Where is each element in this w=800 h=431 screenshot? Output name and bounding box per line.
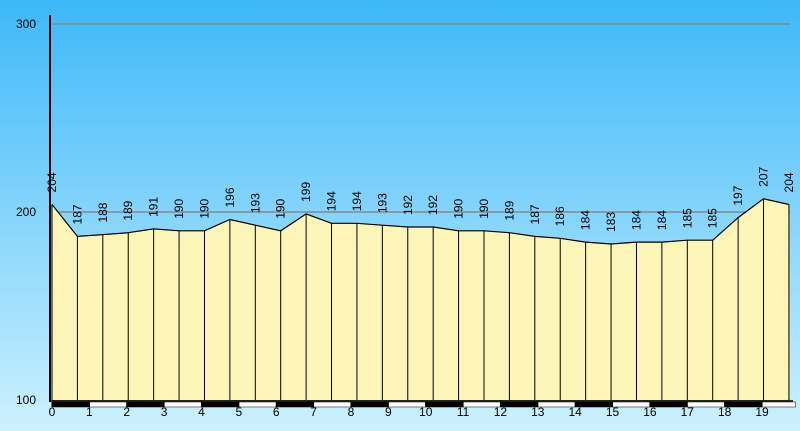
scale-bar bbox=[313, 401, 352, 408]
value-label: 186 bbox=[553, 206, 567, 226]
x-tick-label: 14 bbox=[569, 405, 583, 419]
value-label: 189 bbox=[502, 200, 516, 220]
x-tick-label: 16 bbox=[643, 405, 657, 419]
profile-line bbox=[51, 198, 790, 245]
x-tick-label: 13 bbox=[531, 405, 545, 419]
x-tick-label: 17 bbox=[681, 405, 695, 419]
y-tick-label: 100 bbox=[16, 393, 36, 407]
value-label: 190 bbox=[197, 198, 211, 218]
scale-bar bbox=[275, 401, 314, 408]
value-label: 194 bbox=[325, 191, 339, 211]
x-tick-label: 10 bbox=[419, 405, 433, 419]
x-tick-label: 6 bbox=[273, 405, 280, 419]
scale-bar bbox=[201, 401, 240, 408]
value-label: 191 bbox=[147, 197, 161, 217]
value-label: 197 bbox=[731, 185, 745, 205]
x-tick-label: 5 bbox=[236, 405, 243, 419]
value-label: 199 bbox=[299, 182, 313, 202]
x-tick-label: 3 bbox=[161, 405, 168, 419]
x-tick-label: 15 bbox=[606, 405, 620, 419]
x-tick-label: 11 bbox=[457, 405, 470, 419]
value-label: 190 bbox=[452, 198, 466, 218]
x-tick-label: 2 bbox=[123, 405, 130, 419]
value-label: 188 bbox=[96, 202, 110, 222]
x-tick-label: 18 bbox=[718, 405, 732, 419]
x-tick-label: 0 bbox=[49, 405, 56, 419]
value-label: 192 bbox=[401, 195, 415, 215]
value-label: 185 bbox=[680, 208, 694, 228]
value-label: 196 bbox=[223, 187, 237, 207]
value-label: 190 bbox=[172, 198, 186, 218]
value-label: 184 bbox=[655, 210, 669, 230]
value-label: 189 bbox=[121, 200, 135, 220]
scale-bar bbox=[126, 401, 165, 408]
value-label: 207 bbox=[757, 166, 771, 186]
x-tick-label: 4 bbox=[198, 405, 205, 419]
value-label: 192 bbox=[426, 195, 440, 215]
value-label: 190 bbox=[274, 198, 288, 218]
value-label: 185 bbox=[706, 208, 720, 228]
scale-bar bbox=[51, 401, 90, 408]
value-label: 193 bbox=[375, 193, 389, 213]
x-tick-label: 9 bbox=[385, 405, 392, 419]
value-label: 187 bbox=[528, 204, 542, 224]
value-label: 204 bbox=[45, 172, 59, 192]
y-tick-label: 200 bbox=[16, 205, 36, 219]
area bbox=[52, 198, 789, 400]
value-label: 193 bbox=[248, 193, 262, 213]
scale-bar bbox=[163, 401, 202, 408]
scale-bar bbox=[89, 401, 127, 408]
x-tick-label: 7 bbox=[310, 405, 317, 419]
value-label: 184 bbox=[579, 210, 593, 230]
x-tick-label: 8 bbox=[348, 405, 355, 419]
scale-bar bbox=[238, 401, 277, 408]
x-tick-label: 12 bbox=[494, 405, 508, 419]
x-tick-label: 19 bbox=[755, 405, 769, 419]
scale-bar bbox=[350, 401, 389, 408]
value-label: 194 bbox=[350, 191, 364, 211]
x-tick-label: 1 bbox=[86, 405, 93, 419]
y-tick-label: 300 bbox=[16, 17, 36, 31]
value-label: 183 bbox=[604, 212, 618, 232]
value-label: 184 bbox=[629, 210, 643, 230]
value-label: 190 bbox=[477, 198, 491, 218]
value-label: 187 bbox=[70, 204, 84, 224]
value-label: 204 bbox=[782, 172, 796, 192]
